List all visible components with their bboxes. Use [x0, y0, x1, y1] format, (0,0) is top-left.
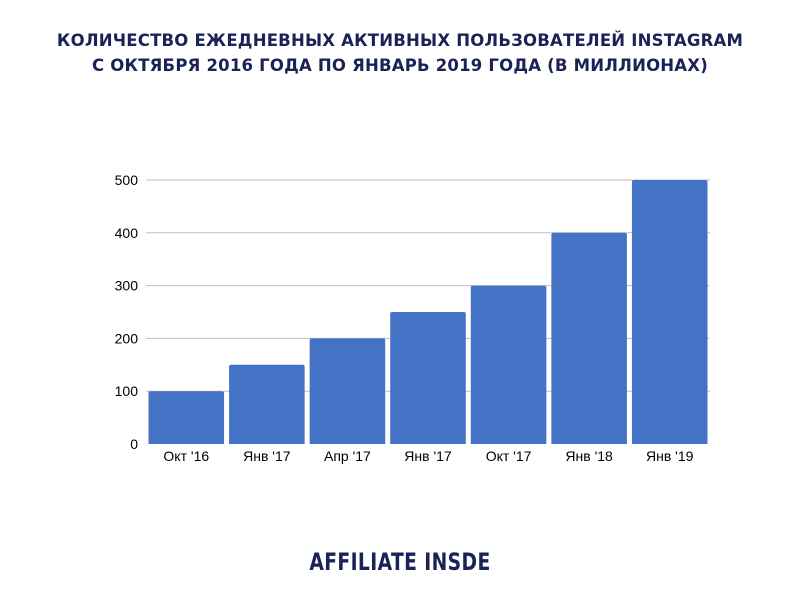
y-tick-label: 0: [130, 436, 138, 452]
chart-title-line-2: С ОКТЯБРЯ 2016 ГОДА ПО ЯНВАРЬ 2019 ГОДА …: [92, 56, 708, 75]
x-tick-label: Окт '17: [486, 448, 532, 464]
x-tick-label: Окт '16: [163, 448, 209, 464]
y-tick-label: 500: [115, 172, 139, 188]
affiliate-inside-logo: AFFILIATE INSDE: [309, 548, 491, 576]
bar: [148, 391, 225, 444]
x-tick-label: Янв '18: [565, 448, 613, 464]
x-tick-label: Янв '17: [243, 448, 291, 464]
bar: [551, 232, 627, 444]
y-tick-label: 200: [115, 330, 139, 346]
x-tick-label: Янв '19: [646, 448, 694, 464]
x-tick-label: Янв '17: [404, 448, 452, 464]
bar: [309, 338, 386, 444]
y-tick-label: 100: [115, 383, 139, 399]
y-tick-label: 300: [115, 278, 139, 294]
bar: [631, 180, 708, 444]
chart-title: КОЛИЧЕСТВО ЕЖЕДНЕВНЫХ АКТИВНЫХ ПОЛЬЗОВАТ…: [0, 28, 800, 78]
y-tick-label: 400: [115, 225, 139, 241]
bar: [229, 364, 305, 444]
chart-title-line-1: КОЛИЧЕСТВО ЕЖЕДНЕВНЫХ АКТИВНЫХ ПОЛЬЗОВАТ…: [56, 31, 744, 50]
bar: [470, 285, 547, 444]
x-tick-label: Апр '17: [324, 448, 371, 464]
bar: [390, 312, 466, 444]
